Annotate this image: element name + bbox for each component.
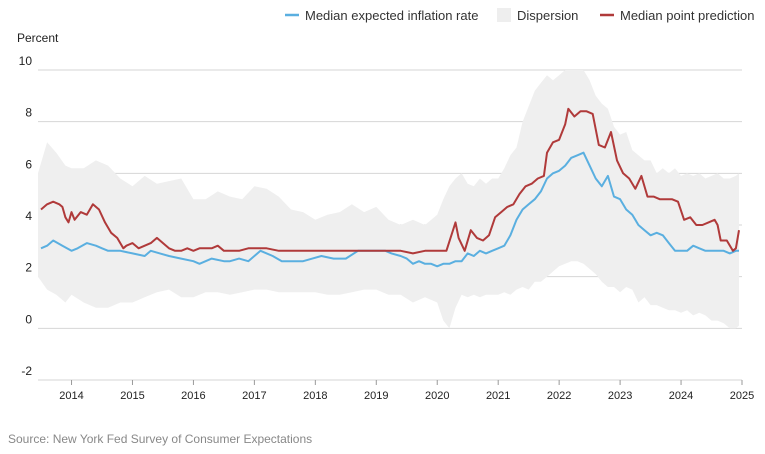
- x-tick-label: 2016: [181, 390, 205, 402]
- y-tick-label: 6: [25, 157, 32, 171]
- series-line-median-point-prediction: [40, 107, 740, 255]
- x-tick-label: 2018: [303, 390, 327, 402]
- y-tick-labels: 10 8 6 4 2 0 -2: [19, 54, 33, 378]
- series-line-median-expected-inflation: [40, 151, 739, 268]
- x-tick-labels: 2014 2015 2016 2017 2018 2019 2020 2021 2022 2023…: [59, 380, 754, 402]
- legend-label-point: Median point prediction: [620, 8, 754, 23]
- dispersion-band-group: [38, 70, 739, 329]
- x-tick-label: 2025: [730, 390, 754, 402]
- x-tick-label: 2021: [486, 390, 510, 402]
- x-tick-label: 2020: [425, 390, 449, 402]
- x-tick-label: 2015: [120, 390, 144, 402]
- y-tick-label: 8: [25, 106, 32, 120]
- series-lines: [40, 107, 740, 268]
- x-tick-label: 2022: [547, 390, 571, 402]
- x-tick-label: 2023: [608, 390, 632, 402]
- y-tick-label: 0: [25, 312, 32, 326]
- y-tick-label: 2: [25, 261, 32, 275]
- x-tick-label: 2014: [59, 390, 83, 402]
- source-note: Source: New York Fed Survey of Consumer …: [8, 432, 313, 446]
- y-axis-label: Percent: [17, 31, 59, 45]
- x-tick-label: 2019: [364, 390, 388, 402]
- y-tick-label: 4: [25, 209, 32, 223]
- x-tick-label: 2024: [669, 390, 693, 402]
- y-tick-label: -2: [21, 364, 32, 378]
- legend-label-dispersion: Dispersion: [517, 8, 578, 23]
- legend-swatch-dispersion: [497, 8, 511, 22]
- legend-label-median: Median expected inflation rate: [305, 8, 478, 23]
- x-tick-label: 2017: [242, 390, 266, 402]
- y-tick-label: 10: [19, 54, 33, 68]
- dispersion-band: [38, 70, 739, 329]
- legend: Median expected inflation rate Dispersio…: [285, 8, 754, 23]
